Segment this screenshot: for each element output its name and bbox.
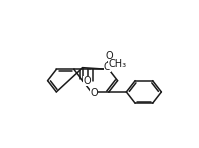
Text: O: O xyxy=(105,51,113,61)
Text: O: O xyxy=(104,62,111,73)
Text: O: O xyxy=(90,88,98,98)
Text: O: O xyxy=(83,76,91,86)
Text: CH₃: CH₃ xyxy=(108,59,126,69)
